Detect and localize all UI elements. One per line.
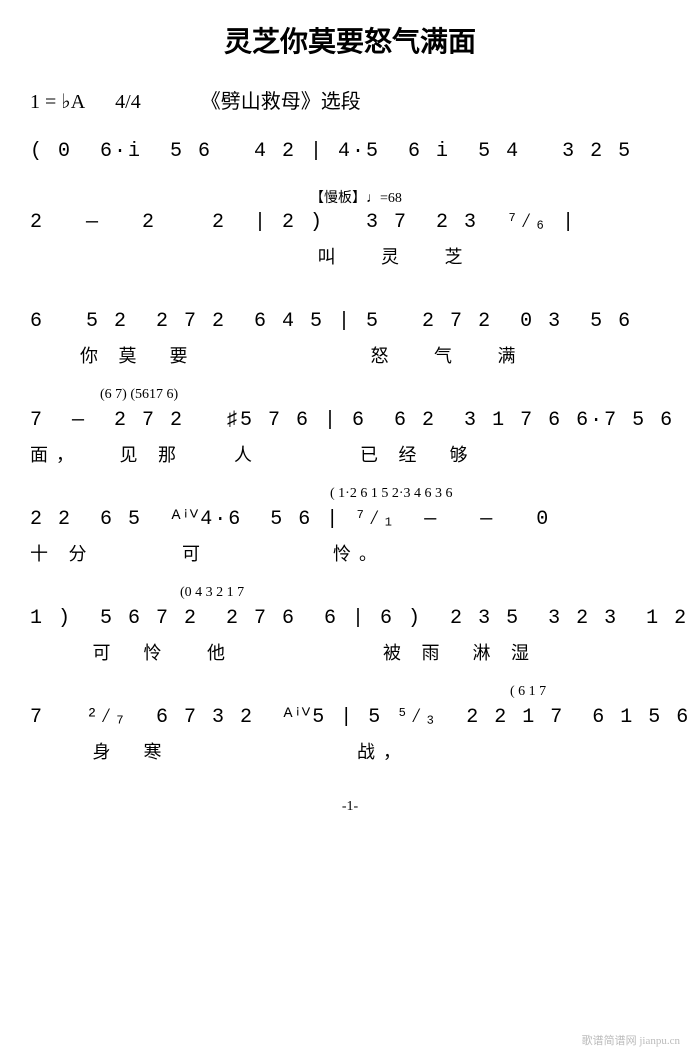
lyrics: 身 寒 战， <box>30 738 670 764</box>
cue-notes: ( 6 1 7 <box>510 684 546 700</box>
notes: 7 ²⁄₇ 6 7 3 2 ᴬⁱⱽ5 | 5 ⁵⁄₃ 2 2 1 7 6 1 5… <box>30 700 670 736</box>
lyrics: 面， 见 那 人 已 经 够 <box>30 441 670 467</box>
lyrics: 你 莫 要 怒 气 满 <box>30 342 670 368</box>
lyrics: 叫 灵 芝 <box>30 243 670 269</box>
time-signature: 4/4 <box>115 91 141 114</box>
notes: ( 0 6·i 5 6 4 2 | 4·5 6 i 5 4 3 2 5 <box>30 134 670 170</box>
cue-notes: ( 1·2 6 1 5 2·3 4 6 3 6 <box>330 486 453 502</box>
music-line: (6 7) (5617 6) 7 — 2 7 2 ♯5 7 6 | 6 6 2 … <box>30 403 670 467</box>
lyrics: 可 怜 他 被 雨 淋 湿 <box>30 639 670 665</box>
page-number: -1- <box>30 799 670 815</box>
notes: 7 — 2 7 2 ♯5 7 6 | 6 6 2 3 1 7 6 6·7 5 6 <box>30 403 670 439</box>
tempo-mark: 【慢板】♩=68 <box>310 187 402 207</box>
notes: 1 ) 5 6 7 2 2 7 6 6 | 6 ) 2 3 5 3 2 3 1 … <box>30 601 670 637</box>
subtitle: 《劈山救母》选段 <box>201 85 361 114</box>
watermark: 歌谱简谱网 jianpu.cn <box>582 1032 680 1048</box>
cue-notes: (0 4 3 2 1 7 <box>180 585 244 601</box>
notes: 6 5 2 2 7 2 6 4 5 | 5 2 7 2 0 3 5 6 <box>30 304 670 340</box>
music-line: ( 0 6·i 5 6 4 2 | 4·5 6 i 5 4 3 2 5 <box>30 134 670 170</box>
cue-notes: (6 7) (5617 6) <box>100 387 178 403</box>
music-line: ( 1·2 6 1 5 2·3 4 6 3 6 2 2 6 5 ᴬⁱⱽ4·6 5… <box>30 502 670 566</box>
music-line: (0 4 3 2 1 7 1 ) 5 6 7 2 2 7 6 6 | 6 ) 2… <box>30 601 670 665</box>
music-line: ( 6 1 7 7 ²⁄₇ 6 7 3 2 ᴬⁱⱽ5 | 5 ⁵⁄₃ 2 2 1… <box>30 700 670 764</box>
notes: 2 — 2 2 | 2 ) 3 7 2 3 ⁷⁄₆ | <box>30 205 670 241</box>
music-line: 【慢板】♩=68 2 — 2 2 | 2 ) 3 7 2 3 ⁷⁄₆ | 叫 灵… <box>30 205 670 269</box>
header-row: 1 = ♭A 4/4 《劈山救母》选段 <box>30 85 670 114</box>
music-line: 6 5 2 2 7 2 6 4 5 | 5 2 7 2 0 3 5 6 你 莫 … <box>30 304 670 368</box>
key-signature: 1 = ♭A <box>30 89 85 114</box>
notes: 2 2 6 5 ᴬⁱⱽ4·6 5 6 | ⁷⁄₁ — — 0 <box>30 502 670 538</box>
lyrics: 十 分 可 怜。 <box>30 540 670 566</box>
sheet-title: 灵芝你莫要怒气满面 <box>30 20 670 60</box>
